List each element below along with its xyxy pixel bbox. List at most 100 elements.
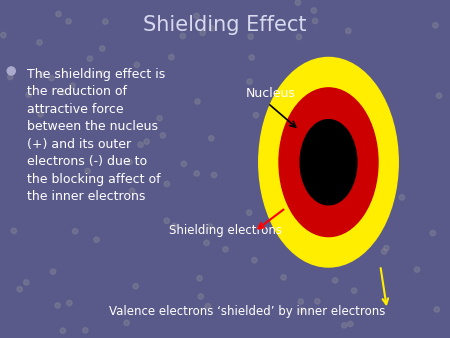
Ellipse shape <box>8 74 13 80</box>
Ellipse shape <box>296 34 302 40</box>
Ellipse shape <box>130 188 135 194</box>
Ellipse shape <box>297 148 302 153</box>
Ellipse shape <box>85 168 90 174</box>
Ellipse shape <box>368 140 373 145</box>
Ellipse shape <box>26 92 32 98</box>
Ellipse shape <box>283 148 288 153</box>
Ellipse shape <box>94 237 99 242</box>
Ellipse shape <box>134 62 140 68</box>
Ellipse shape <box>194 171 199 176</box>
Ellipse shape <box>99 46 105 51</box>
Ellipse shape <box>349 108 354 114</box>
Ellipse shape <box>248 34 253 39</box>
Ellipse shape <box>252 258 257 263</box>
Ellipse shape <box>312 18 318 24</box>
Ellipse shape <box>197 275 202 281</box>
Ellipse shape <box>157 116 162 121</box>
Text: Nucleus: Nucleus <box>245 87 295 100</box>
Ellipse shape <box>346 28 351 33</box>
Ellipse shape <box>372 169 378 175</box>
Ellipse shape <box>364 160 369 165</box>
Ellipse shape <box>127 159 132 165</box>
Ellipse shape <box>414 267 420 272</box>
Ellipse shape <box>253 113 259 118</box>
Ellipse shape <box>56 11 61 17</box>
Ellipse shape <box>207 224 213 229</box>
Ellipse shape <box>287 232 292 237</box>
Ellipse shape <box>430 231 436 236</box>
Ellipse shape <box>209 136 214 141</box>
Ellipse shape <box>433 23 438 28</box>
Ellipse shape <box>138 142 143 147</box>
Ellipse shape <box>67 300 72 306</box>
Ellipse shape <box>295 0 301 5</box>
Ellipse shape <box>333 277 338 283</box>
Ellipse shape <box>37 40 42 45</box>
Ellipse shape <box>50 269 56 274</box>
Ellipse shape <box>169 54 174 60</box>
Ellipse shape <box>342 323 347 328</box>
Ellipse shape <box>133 284 139 289</box>
Ellipse shape <box>200 30 205 35</box>
Ellipse shape <box>279 88 378 237</box>
Ellipse shape <box>299 307 304 313</box>
Text: Shielding Effect: Shielding Effect <box>143 15 307 35</box>
Ellipse shape <box>249 55 254 60</box>
Ellipse shape <box>205 304 211 309</box>
Ellipse shape <box>124 320 129 325</box>
Ellipse shape <box>195 99 200 104</box>
Ellipse shape <box>11 228 17 234</box>
Ellipse shape <box>40 72 45 77</box>
Ellipse shape <box>247 210 252 215</box>
Text: The shielding effect is
the reduction of
attractive force
between the nucleus
(+: The shielding effect is the reduction of… <box>27 68 165 203</box>
Ellipse shape <box>209 26 215 31</box>
Ellipse shape <box>164 181 170 187</box>
Ellipse shape <box>17 286 22 292</box>
Ellipse shape <box>399 195 405 200</box>
Ellipse shape <box>310 254 316 259</box>
Ellipse shape <box>164 218 169 223</box>
Ellipse shape <box>198 294 203 299</box>
Ellipse shape <box>38 112 43 117</box>
Ellipse shape <box>72 228 78 234</box>
Ellipse shape <box>311 8 316 13</box>
Ellipse shape <box>60 328 66 333</box>
Ellipse shape <box>160 133 166 138</box>
Ellipse shape <box>300 120 357 205</box>
Ellipse shape <box>370 189 375 195</box>
Ellipse shape <box>212 172 217 178</box>
Ellipse shape <box>0 32 6 38</box>
Ellipse shape <box>60 90 66 95</box>
Ellipse shape <box>99 71 105 76</box>
Ellipse shape <box>171 223 177 228</box>
Ellipse shape <box>259 57 398 267</box>
Ellipse shape <box>340 184 345 189</box>
Ellipse shape <box>347 321 353 327</box>
Ellipse shape <box>82 328 88 333</box>
Ellipse shape <box>66 19 71 24</box>
Ellipse shape <box>181 161 187 167</box>
Ellipse shape <box>103 19 108 24</box>
Ellipse shape <box>338 138 344 143</box>
Ellipse shape <box>223 247 228 252</box>
Ellipse shape <box>180 33 185 39</box>
Ellipse shape <box>436 93 442 98</box>
Ellipse shape <box>381 249 387 254</box>
Text: Valence electrons ‘shielded’ by inner electrons: Valence electrons ‘shielded’ by inner el… <box>109 305 386 318</box>
Ellipse shape <box>55 303 60 308</box>
Ellipse shape <box>204 240 209 246</box>
Ellipse shape <box>23 280 29 285</box>
Ellipse shape <box>351 243 356 249</box>
Ellipse shape <box>144 139 149 144</box>
Ellipse shape <box>7 67 15 75</box>
Ellipse shape <box>434 307 440 312</box>
Ellipse shape <box>194 13 199 19</box>
Ellipse shape <box>247 79 252 84</box>
Ellipse shape <box>384 245 389 251</box>
Ellipse shape <box>350 82 356 88</box>
Text: Shielding electrons: Shielding electrons <box>169 224 282 237</box>
Ellipse shape <box>315 298 320 304</box>
Ellipse shape <box>87 56 93 62</box>
Ellipse shape <box>298 299 303 304</box>
Ellipse shape <box>351 288 357 293</box>
